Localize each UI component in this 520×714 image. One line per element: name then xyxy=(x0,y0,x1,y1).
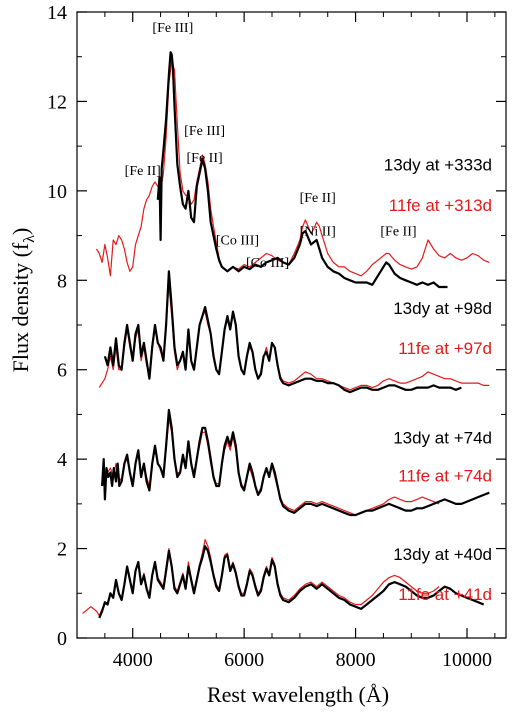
line-id-annotation: [Ni II] xyxy=(300,225,336,240)
line-id-annotation: [Fe II] xyxy=(187,151,223,166)
legend-label-11fe: 11fe at +97d xyxy=(398,339,492,358)
y-tick-label: 2 xyxy=(57,539,67,561)
legend-label-13dy: 13dy at +74d xyxy=(393,428,492,447)
line-id-annotation: [Co III] xyxy=(246,256,289,271)
sn2013dy-spectrum-line xyxy=(98,545,485,619)
x-tick-label: 4000 xyxy=(113,649,153,671)
epoch-legends: 13dy at +333d 11fe at +313d 13dy at +98d 11… xyxy=(384,156,492,604)
x-tick-label: 10000 xyxy=(442,649,492,671)
sn2011fe-spectrum-line xyxy=(82,538,440,617)
line-annotations: [Fe III] [Fe III] [Fe II] [Fe II] [Fe II] [Ni… xyxy=(125,21,417,271)
legend-label-13dy: 13dy at +98d xyxy=(393,299,492,318)
line-id-annotation: [Fe II] xyxy=(300,191,336,206)
y-tick-label: 12 xyxy=(47,91,67,113)
y-tick-label: 0 xyxy=(57,628,67,650)
legend-label-13dy: 13dy at +333d xyxy=(384,156,492,175)
y-axis-label-close: ) xyxy=(8,228,33,235)
sn2013dy-spectrum-line xyxy=(101,408,490,517)
y-axis-label-main: Flux density (f xyxy=(8,242,33,372)
y-tick-label: 6 xyxy=(57,360,67,382)
axes: 4000 6000 8000 10000 0 2 4 6 8 10 12 14 xyxy=(47,2,506,671)
line-id-annotation: [Fe II] xyxy=(125,164,161,179)
y-tick-label: 14 xyxy=(47,2,67,24)
x-axis-label: Rest wavelength (Å) xyxy=(207,682,389,707)
y-axis-label: Flux density (fλ) xyxy=(8,228,38,373)
sn2011fe-spectrum-line xyxy=(95,60,490,277)
x-tick-label: 8000 xyxy=(336,649,376,671)
sn2013dy-spectrum-line xyxy=(103,270,462,394)
y-tick-label: 10 xyxy=(47,181,67,203)
x-tick-label: 6000 xyxy=(224,649,264,671)
y-tick-label: 4 xyxy=(57,449,67,471)
line-id-annotation: [Fe III] xyxy=(184,124,225,139)
spectra-series xyxy=(82,51,490,619)
line-id-annotation: [Co III] xyxy=(216,234,259,249)
legend-label-13dy: 13dy at +40d xyxy=(393,545,492,564)
y-axis-label-sub: λ xyxy=(21,235,38,243)
line-id-annotation: [Fe II] xyxy=(380,225,416,240)
sn2013dy-spectrum-line xyxy=(156,51,448,289)
line-id-annotation: [Fe III] xyxy=(152,21,193,36)
legend-label-11fe: 11fe at +74d xyxy=(398,467,492,486)
legend-label-11fe: 11fe at +313d xyxy=(389,196,492,215)
legend-label-11fe: 11fe at +41d xyxy=(398,585,492,604)
y-tick-label: 8 xyxy=(57,270,67,292)
